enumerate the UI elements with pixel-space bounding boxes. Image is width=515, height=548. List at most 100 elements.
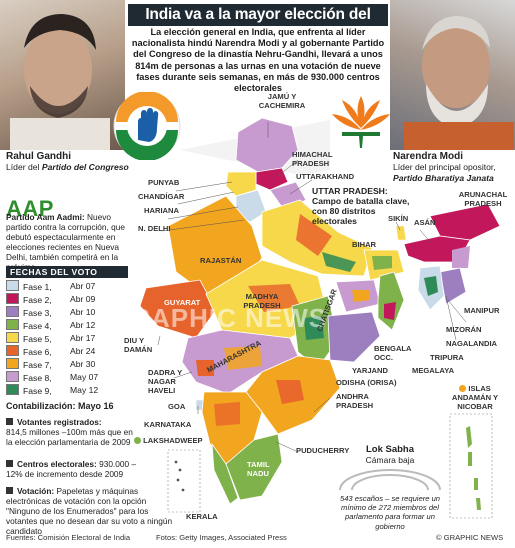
label-jammu-kashmir: JAMÚ Y CACHEMIRA [258,92,306,110]
phase-1-swatch [6,280,19,291]
label-delhi: N. DELHI [138,224,171,233]
label-meghalaya: MEGALAYA [412,366,455,375]
aap-party-name: Partido Aam Aadmi: [6,212,85,222]
label-odisha: ODISHA (ORISA) [336,378,397,387]
phase-1-label: Fase 1, [23,282,52,292]
lok-sabha-note: 543 escaños – se requiere un mínimo de 2… [339,494,441,531]
left-leader-role-text: Líder del [6,162,40,172]
legend-row-phase-4: Fase 4, Abr 12 [6,319,128,332]
left-leader-party: Partido del Congreso [41,162,129,172]
label-lakshadweep-wrap: LAKSHADWEEP [134,436,203,445]
phase-2-date: Abr 09 [70,294,96,304]
phase-4-swatch [6,319,19,330]
phase-5-swatch [6,332,19,343]
label-rajasthan: RAJASTÁN [200,256,242,265]
legend-row-phase-8: Fase 8, May 07 [6,371,128,384]
centres-bullet: Centros electorales: 930.000 –12% de inc… [6,459,136,480]
right-leader-name: Narendra Modi [393,151,464,162]
voting-title: Votación: [17,486,55,496]
region-tamil-nadu [225,433,283,501]
phase-7-swatch [6,358,19,369]
legend-row-phase-7: Fase 7, Abr 30 [6,358,128,371]
legend-row-phase-5: Fase 5, Abr 17 [6,332,128,345]
label-madhya-pradesh: MADHYA PRADESH [243,292,281,310]
phase-8-date: May 07 [70,372,99,382]
label-dadra-nagar-haveli: DADRA Y NAGAR HAVELI [148,368,183,395]
voters-text: 814,5 millones –100m más que en la elecc… [6,426,133,447]
bullet-marker [6,487,13,494]
voting-text: Papeletas y máquinas electrónicas de vot… [6,486,173,536]
up-title: UTTAR PRADESH: [312,186,388,196]
centres-text: 930.000 –12% de incremento desde 2009 [6,459,136,479]
label-punjab: PUNYAB [148,178,180,187]
phase-6-label: Fase 6, [23,347,52,357]
footer-photos: Fotos: Getty Images, Associated Press [156,533,287,542]
lead-paragraph: La elección general en India, que enfren… [131,27,385,94]
label-tamil-nadu: TAMIL NADU [247,460,270,478]
region-kerala [211,442,239,505]
label-arunachal: ARUNACHAL PRADESH [458,190,508,208]
label-diu-daman: DIU Y DAMÁN [124,336,153,354]
rahul-gandhi-photo [0,0,125,150]
region-jammu-kashmir [235,117,299,173]
phase-9-date: May 12 [70,385,99,395]
phase-6-swatch [6,345,19,356]
legend-row-phase-6: Fase 6, Abr 24 [6,345,128,358]
islands-dot [459,385,467,392]
label-karnataka: KARNATAKA [144,420,192,429]
phase-3-label: Fase 3, [23,308,52,318]
phase-7-label: Fase 7, [23,360,52,370]
label-assam: ASÁN [414,218,436,227]
label-haryana: HARIANA [144,206,180,215]
label-uttarakhand: UTTARAKHAND [296,172,355,181]
footer-credit: © GRAPHIC NEWS [436,533,504,542]
region-arunachal [429,203,501,241]
label-andhra-pradesh: ANDHRA PRADESH [336,392,374,410]
phase-4-date: Abr 12 [70,320,96,330]
uttar-pradesh-callout: UTTAR PRADESH: Campo de batalla clave, c… [312,186,420,226]
lakshadweep-dot [134,437,141,444]
left-leader-role: Líder del Partido del Congreso [6,162,156,173]
voting-bullet: Votación: Papeletas y máquinas electróni… [6,486,178,537]
phase-1-date: Abr 07 [70,281,96,291]
region-manipur-mizoram [439,267,467,305]
label-goa: GOA [168,402,186,411]
lok-sabha-chamber-icon [334,468,446,491]
phase-2-swatch [6,293,19,304]
watermark: GRAPHIC NEWS [110,303,328,333]
phase-2-label: Fase 2, [23,295,52,305]
phase-5-label: Fase 5, [23,334,52,344]
label-kerala: KERALA [186,512,218,521]
label-manipur: MANIPUR [464,306,500,315]
phase-4-label: Fase 4, [23,321,52,331]
phase-5-date: Abr 17 [70,333,96,343]
bullet-marker [6,460,13,467]
label-tripura: TRIPURA [430,353,464,362]
narendra-modi-photo [390,0,515,150]
voters-bullet: Votantes registrados: 814,5 millones –10… [6,417,136,448]
aap-logo: AAP [6,196,54,221]
phase-9-label: Fase 9, [23,386,52,396]
right-leader-role: Líder del principal opositor, Partido Bh… [393,162,513,183]
label-sikkim: SIKÍN [388,214,409,223]
label-himachal: HIMACHAL PRADESH [292,150,333,168]
up-text: Campo de batalla clave, con 80 distritos… [312,196,410,226]
label-chandigarh: CHANDÍGAR [138,192,185,201]
lok-sabha-title: Lok Sabha [365,444,415,455]
india-map [110,88,515,528]
label-islands: ISLAS ANDAMÁN Y NICOBAR [451,384,499,411]
label-nagaland: NAGALANDIA [446,339,498,348]
label-lakshadweep: LAKSHADWEEP [143,436,203,445]
legend-title: FECHAS DEL VOTO [6,266,128,278]
phase-8-swatch [6,371,19,382]
phase-9-swatch [6,384,19,395]
centres-title: Centros electorales: [17,459,97,469]
congress-hand-logo [113,91,181,161]
bullet-marker [6,418,13,425]
voters-title: Votantes registrados: [17,417,102,427]
phase-3-swatch [6,306,19,317]
page-title: India va a la mayor elección del mundo [128,4,388,45]
phase-8-label: Fase 8, [23,373,52,383]
phase-7-date: Abr 30 [70,359,96,369]
label-jharkhand: YARJAND [352,366,389,375]
